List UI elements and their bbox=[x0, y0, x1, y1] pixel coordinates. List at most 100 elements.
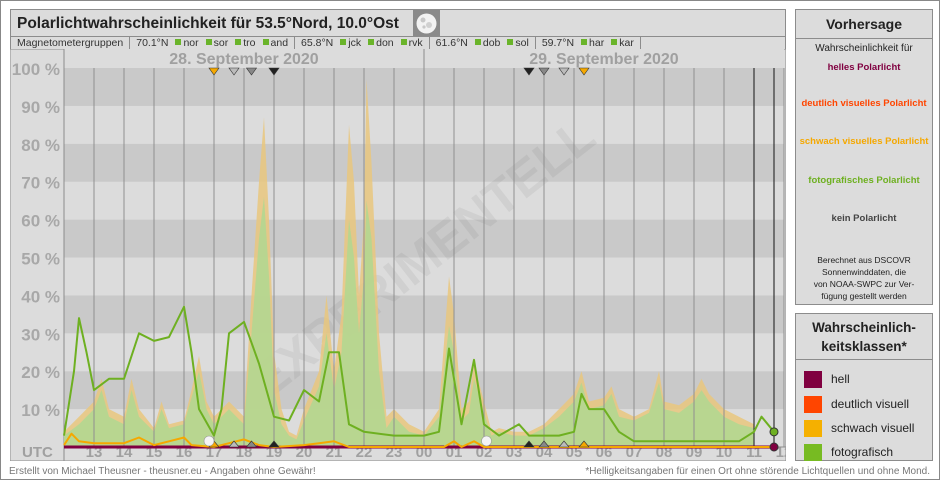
magnetometer-label: Magnetometergruppen bbox=[11, 37, 131, 49]
y-tick-label: 90 % bbox=[21, 98, 60, 117]
twilight-marker-top-icon bbox=[538, 67, 550, 76]
twilight-marker-top-icon bbox=[228, 67, 240, 76]
y-tick-label: 50 % bbox=[21, 250, 60, 269]
aurora-probability-chart: 28. September 2020 29. September 2020EXPE… bbox=[10, 49, 786, 461]
area-fotografisch bbox=[64, 196, 754, 447]
source-line: fügung gestellt werden bbox=[821, 291, 907, 301]
end-marker-fotografisch bbox=[769, 427, 779, 437]
legend-label: schwach visuell bbox=[831, 421, 915, 435]
twilight-marker-top-icon bbox=[208, 67, 220, 76]
legend-item-hell: hell bbox=[804, 370, 850, 389]
legend-label: fotografisch bbox=[831, 445, 894, 459]
station-nor[interactable]: nor bbox=[183, 37, 199, 49]
series-line-schwach-visuell bbox=[63, 432, 774, 448]
footer-note: *Helligkeitsangaben für einen Ort ohne s… bbox=[585, 466, 930, 477]
twilight-marker-bottom-icon bbox=[558, 440, 570, 448]
legend-title: Wahrscheinlich- keitsklassen* bbox=[796, 314, 932, 360]
twilight-marker-bottom-icon bbox=[538, 440, 550, 448]
y-tick-label: 10 % bbox=[21, 401, 60, 420]
y-tick-label: 80 % bbox=[21, 136, 60, 155]
station-square-icon bbox=[262, 39, 269, 45]
swatch bbox=[804, 396, 822, 414]
legend-title-line: keitsklassen* bbox=[821, 339, 907, 354]
magnetometer-group: 61.6°N dob sol bbox=[430, 37, 536, 49]
station-square-icon bbox=[235, 39, 242, 45]
page-title: Polarlichtwahrscheinlichkeit für 53.5°No… bbox=[17, 15, 399, 32]
source-line: Berechnet aus DSCOVR bbox=[817, 255, 911, 265]
station-square-icon bbox=[611, 39, 618, 45]
footer-credit: Erstellt von Michael Theusner - theusner… bbox=[9, 466, 316, 477]
twilight-marker-top-icon bbox=[558, 67, 570, 76]
class-schwach: schwach visuelles Polarlicht bbox=[799, 136, 929, 147]
magnetometer-group: 70.1°N nor sor tro and bbox=[130, 37, 296, 49]
legend-item-deutlich: deutlich visuell bbox=[804, 395, 910, 414]
source-line: von NOAA-SWPC zur Ver- bbox=[813, 279, 915, 289]
station-square-icon bbox=[368, 39, 375, 45]
y-tick-label: 30 % bbox=[21, 325, 60, 344]
moon-marker-icon bbox=[203, 435, 215, 447]
twilight-marker-bottom-icon bbox=[245, 440, 258, 448]
y-tick-label: 70 % bbox=[21, 174, 60, 193]
station-jck[interactable]: jck bbox=[348, 37, 362, 49]
x-tick-label: 12 bbox=[776, 444, 786, 461]
source-note: Berechnet aus DSCOVR Sonnenwinddaten, di… bbox=[796, 254, 932, 302]
legend-item-schwach: schwach visuell bbox=[804, 419, 915, 438]
station-square-icon bbox=[340, 39, 347, 45]
twilight-marker-top-icon bbox=[578, 67, 590, 76]
station-dob[interactable]: dob bbox=[482, 37, 501, 49]
station-sor[interactable]: sor bbox=[213, 37, 229, 49]
station-square-icon bbox=[205, 39, 212, 45]
date-label: 29. September 2020 bbox=[529, 51, 679, 68]
source-line: Sonnenwinddaten, die bbox=[821, 267, 907, 277]
station-don[interactable]: don bbox=[376, 37, 394, 49]
swatch bbox=[804, 420, 822, 438]
station-sol[interactable]: sol bbox=[515, 37, 529, 49]
class-kein: kein Polarlicht bbox=[831, 213, 897, 224]
group-latitude: 70.1°N bbox=[136, 37, 169, 49]
series-line-fotografisch bbox=[63, 305, 775, 443]
station-har[interactable]: har bbox=[589, 37, 605, 49]
y-tick-label: 60 % bbox=[21, 212, 60, 231]
class-fotografisch: fotografisches Polarlicht bbox=[808, 175, 920, 186]
twilight-marker-top-icon bbox=[268, 67, 280, 76]
twilight-marker-top-icon bbox=[245, 67, 258, 76]
title-bar: Polarlichtwahrscheinlichkeit für 53.5°No… bbox=[10, 9, 786, 37]
forecast-intro: Wahrscheinlichkeit für bbox=[815, 43, 913, 54]
swatch bbox=[804, 444, 822, 462]
class-hell: helles Polarlicht bbox=[827, 62, 901, 73]
legend-item-fotografisch: fotografisch bbox=[804, 443, 894, 462]
station-square-icon bbox=[474, 39, 481, 45]
y-tick-label: 40 % bbox=[21, 287, 60, 306]
station-tro[interactable]: tro bbox=[243, 37, 256, 49]
twilight-marker-bottom-icon bbox=[228, 440, 240, 448]
station-kar[interactable]: kar bbox=[619, 37, 634, 49]
legend-panel: Wahrscheinlich- keitsklassen* hell deutl… bbox=[795, 313, 933, 462]
legend-title-line: Wahrscheinlich- bbox=[812, 320, 916, 335]
legend-label: deutlich visuell bbox=[831, 397, 910, 411]
moon-icon bbox=[413, 10, 440, 37]
x-axis-label: UTC bbox=[22, 444, 53, 461]
magnetometer-group: 65.8°N jck don rvk bbox=[295, 37, 430, 49]
class-deutlich: deutlich visuelles Polarlicht bbox=[801, 98, 927, 109]
magnetometer-row: Magnetometergruppen 70.1°N nor sor tro and 65.… bbox=[10, 36, 786, 50]
group-latitude: 59.7°N bbox=[541, 37, 575, 49]
end-marker-hell bbox=[769, 442, 779, 452]
twilight-marker-bottom-icon bbox=[523, 440, 535, 448]
station-and[interactable]: and bbox=[270, 37, 289, 49]
y-tick-label: 20 % bbox=[21, 363, 60, 382]
forecast-title: Vorhersage bbox=[796, 10, 932, 39]
station-square-icon bbox=[581, 39, 588, 45]
swatch bbox=[804, 371, 822, 389]
twilight-marker-bottom-icon bbox=[578, 440, 590, 448]
station-rvk[interactable]: rvk bbox=[408, 37, 423, 49]
magnetometer-group: 59.7°N har kar bbox=[536, 37, 641, 49]
twilight-marker-bottom-icon bbox=[268, 440, 280, 448]
station-square-icon bbox=[507, 39, 514, 45]
group-latitude: 65.8°N bbox=[301, 37, 334, 49]
moon-marker-icon bbox=[481, 435, 492, 447]
station-square-icon bbox=[175, 39, 182, 45]
legend-label: hell bbox=[831, 372, 850, 386]
twilight-marker-top-icon bbox=[523, 67, 535, 76]
forecast-panel: Vorhersage Wahrscheinlichkeit für helles… bbox=[795, 9, 933, 305]
y-tick-label: 100 % bbox=[12, 60, 60, 79]
